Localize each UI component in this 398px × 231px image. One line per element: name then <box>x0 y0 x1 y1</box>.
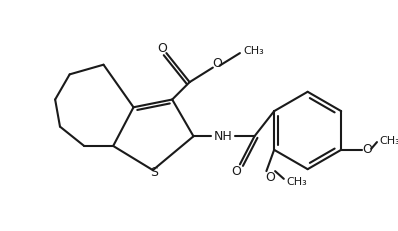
Text: NH: NH <box>214 129 233 142</box>
Text: CH₃: CH₃ <box>286 176 307 186</box>
Text: O: O <box>158 42 168 55</box>
Text: O: O <box>231 164 241 177</box>
Text: O: O <box>212 57 222 70</box>
Text: CH₃: CH₃ <box>379 136 398 146</box>
Text: O: O <box>362 143 372 156</box>
Text: CH₃: CH₃ <box>243 46 264 56</box>
Text: O: O <box>265 171 275 184</box>
Text: S: S <box>150 165 158 178</box>
